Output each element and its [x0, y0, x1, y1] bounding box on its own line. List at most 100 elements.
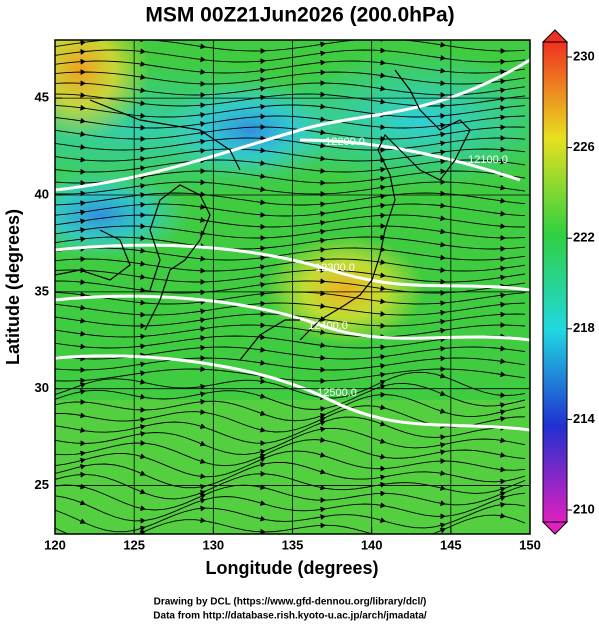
- stream-arrow: [500, 502, 506, 508]
- stream-arrow: [320, 80, 326, 86]
- stream-arrow: [500, 452, 506, 458]
- stream-arrow: [440, 500, 446, 507]
- stream-arrow: [440, 140, 446, 147]
- stream-arrow: [80, 343, 86, 350]
- stream-arrow: [440, 522, 446, 529]
- credit: Drawing by DCL (https://www.gfd-dennou.o…: [154, 597, 427, 608]
- stream-arrow: [140, 333, 146, 340]
- stream-arrow: [320, 452, 326, 458]
- stream-arrow: [320, 484, 326, 491]
- stream-arrow: [380, 363, 386, 369]
- stream-arrow: [440, 102, 446, 109]
- stream-arrow: [140, 440, 146, 446]
- stream-arrow: [440, 80, 446, 87]
- stream-arrow: [320, 256, 326, 263]
- contour-label: 12400.0: [308, 320, 348, 332]
- stream-arrow: [440, 168, 446, 175]
- stream-arrow: [140, 394, 146, 400]
- stream-arrow: [440, 68, 446, 74]
- stream-arrow: [260, 212, 266, 218]
- stream-arrow: [380, 259, 386, 265]
- stream-arrow: [259, 457, 266, 463]
- streamline: [55, 473, 526, 500]
- stream-arrow: [140, 183, 146, 189]
- x-axis-label: Longitude (degrees): [205, 558, 378, 578]
- stream-arrow: [80, 144, 86, 150]
- stream-arrow: [200, 517, 206, 524]
- stream-arrow: [200, 217, 206, 223]
- stream-arrow: [79, 518, 86, 524]
- stream-arrow: [440, 215, 446, 222]
- stream-arrow: [320, 497, 326, 503]
- streamline: [55, 236, 526, 250]
- stream-arrow: [440, 158, 446, 165]
- stream-arrow: [260, 85, 266, 92]
- stream-arrow: [500, 184, 506, 191]
- y-tick-label: 25: [35, 477, 49, 492]
- stream-arrow: [500, 158, 506, 165]
- stream-arrow: [140, 431, 146, 437]
- stream-arrow: [140, 61, 146, 67]
- stream-arrow: [320, 522, 326, 529]
- stream-arrow: [320, 69, 326, 76]
- stream-arrow: [200, 308, 206, 314]
- stream-arrow: [140, 299, 146, 306]
- stream-arrow: [80, 304, 86, 311]
- stream-arrow: [260, 67, 266, 74]
- stream-arrow: [500, 513, 506, 519]
- stream-arrow: [440, 92, 446, 98]
- stream-arrow: [260, 273, 266, 279]
- stream-arrow: [320, 59, 326, 66]
- streamline: [55, 82, 526, 96]
- streamline: [55, 492, 526, 522]
- stream-arrow: [80, 267, 86, 274]
- stream-arrow: [380, 391, 386, 398]
- stream-arrow: [440, 318, 446, 325]
- stream-arrow: [500, 105, 506, 111]
- stream-arrow: [380, 272, 386, 279]
- stream-arrow: [139, 489, 146, 495]
- stream-arrow: [260, 48, 266, 54]
- stream-arrow: [320, 303, 326, 309]
- stream-arrow: [380, 85, 386, 92]
- stream-arrow: [140, 165, 146, 171]
- stream-arrow: [80, 49, 86, 55]
- stream-arrow: [380, 223, 386, 229]
- stream-arrow: [500, 478, 506, 485]
- stream-arrow: [439, 390, 446, 397]
- stream-arrow: [320, 237, 326, 244]
- stream-arrow: [380, 98, 386, 105]
- stream-arrow: [80, 200, 86, 206]
- stream-arrow: [500, 409, 506, 415]
- stream-arrow: [199, 490, 206, 496]
- streamline: [55, 450, 526, 478]
- streamline: [55, 416, 526, 444]
- stream-arrow: [320, 413, 326, 419]
- stream-arrow: [140, 201, 146, 208]
- streamline: [55, 247, 526, 261]
- stream-arrow: [80, 427, 86, 433]
- stream-arrow: [80, 399, 86, 405]
- stream-arrow: [260, 94, 266, 101]
- stream-arrow: [320, 342, 326, 349]
- streamline: [55, 181, 526, 195]
- stream-arrow: [320, 142, 326, 149]
- stream-arrow: [140, 146, 146, 153]
- stream-arrow: [80, 80, 86, 87]
- stream-arrow: [260, 264, 266, 270]
- streamline: [55, 159, 526, 173]
- stream-arrow: [260, 281, 266, 288]
- stream-arrow: [260, 322, 266, 329]
- stream-arrow: [200, 335, 206, 341]
- stream-arrow: [499, 491, 506, 497]
- stream-arrow: [320, 91, 326, 98]
- stream-arrow: [140, 87, 146, 94]
- stream-arrow: [200, 138, 206, 145]
- stream-arrow: [380, 311, 386, 317]
- stream-arrow: [380, 212, 386, 219]
- stream-arrow: [140, 235, 146, 241]
- stream-arrow: [140, 74, 146, 80]
- x-tick-label: 145: [440, 537, 462, 552]
- stream-arrow: [320, 201, 326, 207]
- stream-arrow: [140, 113, 146, 119]
